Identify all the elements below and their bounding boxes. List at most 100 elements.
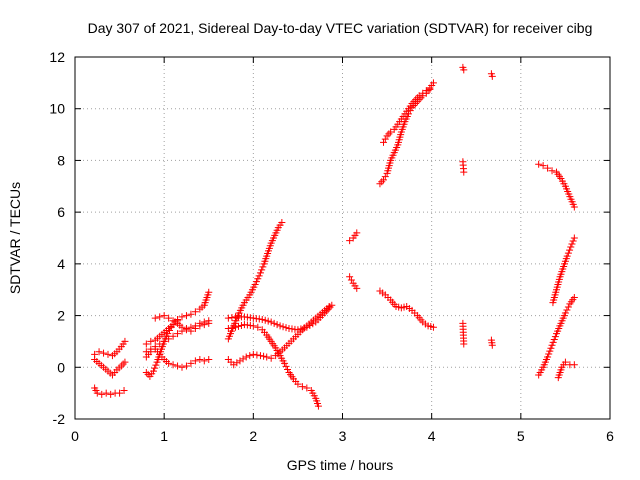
data-point [422, 87, 430, 95]
data-point [100, 349, 108, 357]
data-point [429, 323, 437, 331]
data-point [563, 252, 571, 260]
data-point [232, 323, 239, 331]
data-point [147, 337, 155, 345]
series-arc-s [459, 158, 468, 176]
data-point [488, 72, 496, 80]
data-point [254, 275, 262, 283]
data-point [267, 354, 275, 362]
series-arc-m [346, 229, 361, 245]
data-point [169, 317, 177, 325]
data-point [104, 350, 112, 358]
data-point [152, 361, 160, 369]
series-arc-w [535, 160, 578, 211]
series-arc-l [224, 218, 286, 343]
data-point [205, 356, 213, 364]
data-point [260, 352, 268, 360]
data-point [182, 362, 190, 370]
series-arc-a [91, 337, 129, 360]
data-point [237, 321, 245, 329]
data-point [539, 162, 547, 170]
data-point [165, 359, 173, 367]
data-point [346, 237, 354, 245]
data-point [570, 361, 578, 369]
y-tick-label: 8 [57, 152, 65, 168]
data-point [178, 363, 186, 371]
data-point [165, 314, 173, 322]
data-point [270, 319, 278, 327]
series-arc-o [376, 79, 437, 188]
data-point [191, 308, 199, 316]
data-point [415, 92, 423, 100]
data-point [251, 281, 259, 289]
series-arc-h [151, 312, 213, 335]
data-point [460, 168, 468, 176]
data-point [121, 358, 129, 366]
y-tick-label: 2 [57, 308, 65, 324]
data-point [254, 323, 262, 331]
data-point [564, 249, 572, 257]
data-point [267, 318, 275, 326]
data-point [544, 164, 552, 172]
grid [75, 57, 610, 419]
data-point [303, 384, 311, 392]
x-tick-label: 5 [517, 428, 525, 444]
data-point [278, 218, 286, 226]
data-point [568, 240, 576, 248]
data-point [246, 352, 254, 360]
data-point [353, 229, 361, 237]
data-point [178, 323, 186, 331]
data-point [164, 330, 172, 338]
data-point [429, 79, 437, 87]
series-arc-y [535, 293, 578, 379]
data-point [570, 203, 578, 211]
data-point [488, 341, 496, 349]
data-point [550, 335, 558, 343]
series-arc-g [142, 317, 182, 380]
data-point [174, 362, 182, 370]
data-point [381, 135, 389, 143]
data-point [294, 380, 302, 388]
data-point [191, 325, 199, 332]
data-point [178, 313, 186, 321]
data-point [187, 327, 195, 335]
data-point [253, 351, 261, 359]
data-point [121, 337, 129, 345]
y-tick-label: 4 [57, 256, 65, 272]
data-point [263, 353, 271, 361]
data-point [120, 387, 128, 395]
data-point [426, 85, 434, 93]
data-point [116, 389, 124, 397]
data-point [200, 321, 208, 329]
data-point [273, 321, 281, 329]
series-arc-t [459, 319, 468, 348]
data-point [546, 347, 554, 355]
data-point [182, 312, 190, 320]
data-point [276, 322, 284, 330]
data-point [160, 312, 168, 320]
data-point [548, 167, 556, 175]
data-point [346, 273, 354, 281]
y-tick-label: 12 [49, 49, 65, 65]
data-point [249, 350, 257, 358]
data-point [570, 234, 578, 242]
data-point [107, 390, 115, 398]
x-tick-label: 4 [428, 428, 436, 444]
data-point [460, 340, 468, 348]
data-point [151, 364, 159, 372]
data-point [224, 314, 232, 322]
data-point [142, 340, 150, 348]
data-point [279, 323, 287, 331]
series-arc-u [487, 70, 496, 80]
data-point [196, 356, 204, 364]
data-point [564, 303, 572, 311]
series-arc-z [554, 358, 578, 382]
data-point [249, 322, 257, 330]
data-point [102, 389, 110, 397]
data-point [325, 303, 333, 311]
data-point [569, 237, 577, 245]
data-point [535, 160, 543, 168]
data-point [566, 246, 574, 254]
